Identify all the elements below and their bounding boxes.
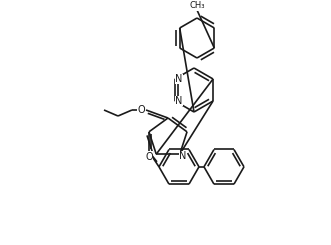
Text: O: O [137,105,145,115]
Text: CH₃: CH₃ [189,1,205,11]
Text: O: O [145,152,153,162]
Text: N: N [179,151,186,161]
Text: N: N [175,74,183,84]
Text: N: N [175,96,183,106]
